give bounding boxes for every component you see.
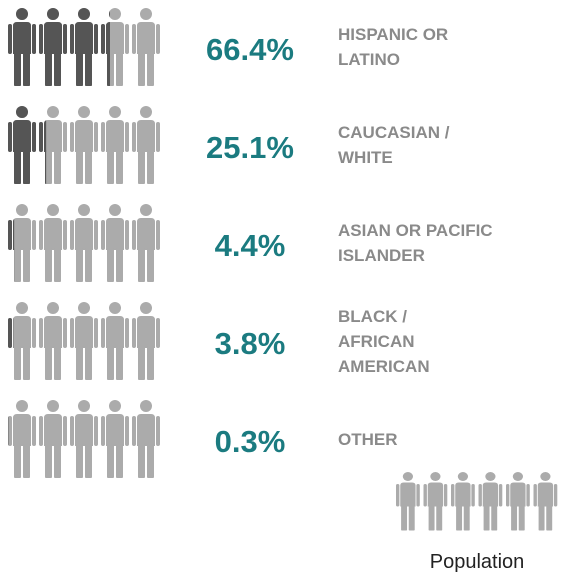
person-icon <box>101 302 129 380</box>
category-label: BLACK / AFRICAN AMERICAN <box>338 306 430 376</box>
value-label: 25.1% <box>206 130 294 165</box>
person-icon <box>39 106 67 184</box>
person-icon <box>8 204 36 282</box>
value-label: 0.3% <box>215 424 286 459</box>
person-icon <box>70 302 98 380</box>
person-icon <box>39 400 67 478</box>
person-icon <box>70 106 98 184</box>
value-label: 3.8% <box>215 326 286 361</box>
person-icon <box>39 302 67 380</box>
person-icon <box>132 8 160 86</box>
category-label: OTHER <box>338 429 398 449</box>
person-icon <box>101 204 129 282</box>
category-label: ASIAN OR PACIFIC ISLANDER <box>338 221 493 265</box>
value-label: 66.4% <box>206 32 294 67</box>
legend-icon <box>533 472 558 531</box>
person-icon <box>101 106 129 184</box>
legend-icon <box>478 472 503 531</box>
person-icon <box>8 302 36 380</box>
person-icon <box>39 204 67 282</box>
person-icon <box>101 8 129 86</box>
legend-icon <box>451 472 475 531</box>
category-label: HISPANIC OR LATINO <box>338 25 449 69</box>
person-icon <box>70 400 98 478</box>
person-icon <box>132 302 160 380</box>
legend-icon <box>396 472 420 531</box>
person-icon <box>101 400 129 478</box>
category-label: CAUCASIAN / WHITE <box>338 123 450 167</box>
legend-icon <box>506 472 530 531</box>
person-icon <box>132 106 160 184</box>
value-label: 4.4% <box>215 228 286 263</box>
legend-label: Population <box>430 551 525 573</box>
person-icon <box>132 400 160 478</box>
legend-icon <box>423 472 448 531</box>
person-icon <box>132 204 160 282</box>
person-icon <box>70 204 98 282</box>
person-icon <box>8 400 36 478</box>
